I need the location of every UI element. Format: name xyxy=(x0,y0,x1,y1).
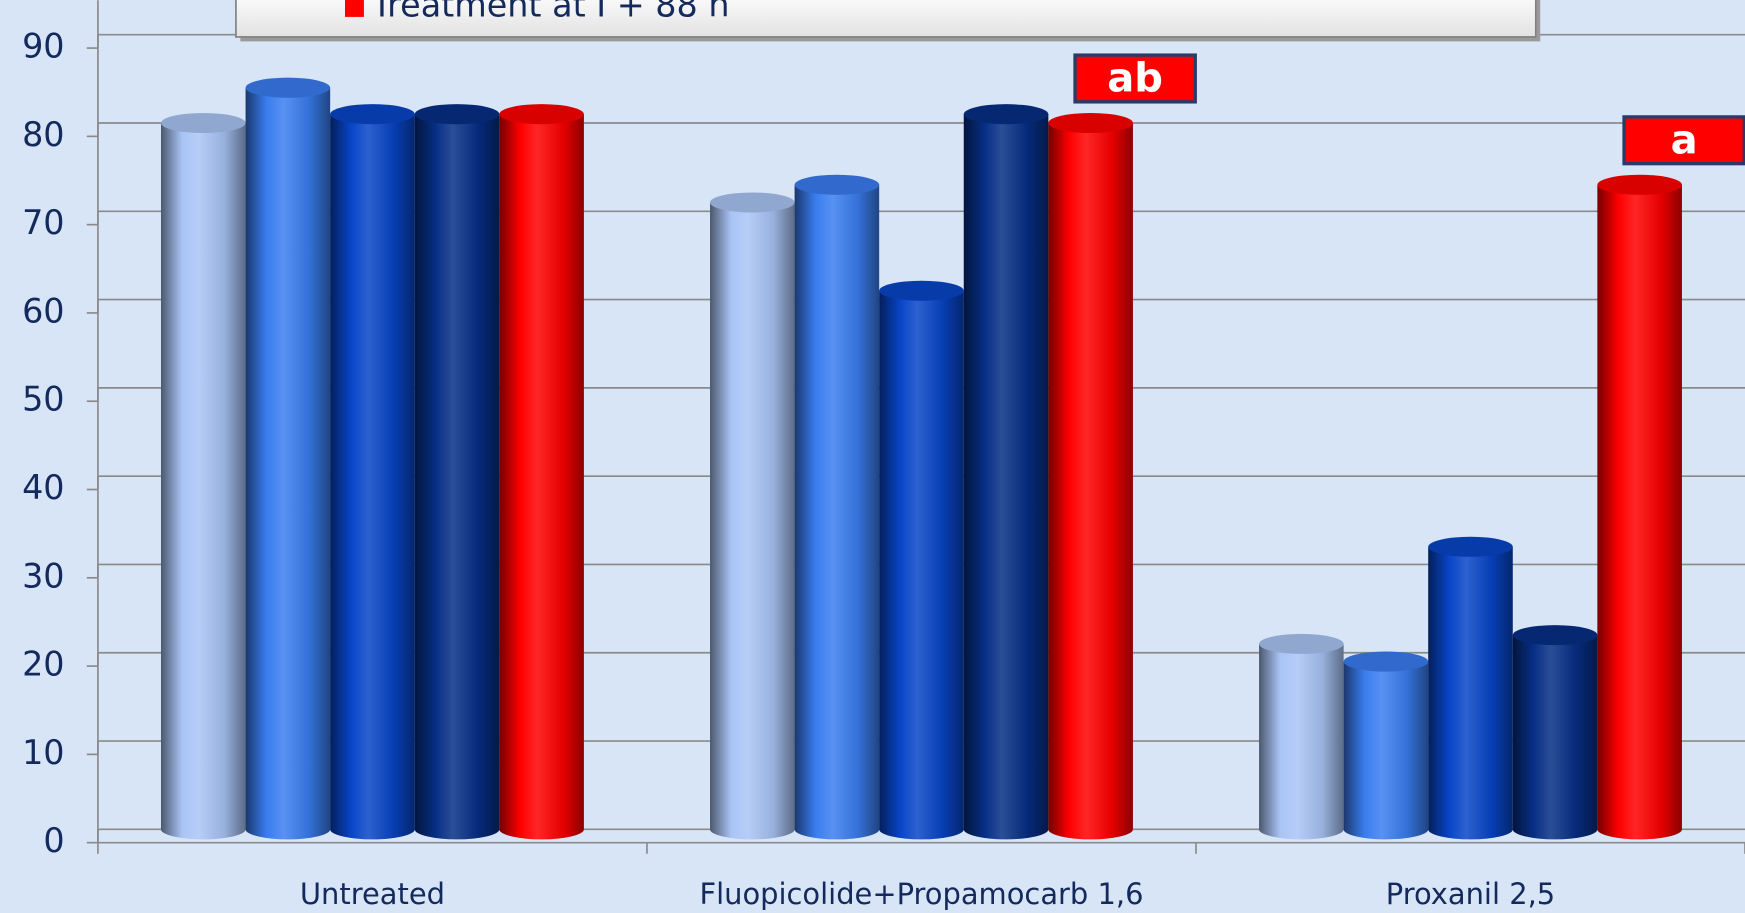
annotation: ab xyxy=(1107,56,1163,102)
y-tick-label: 90 xyxy=(22,27,64,66)
y-tick-label: 10 xyxy=(22,733,64,772)
bar-body xyxy=(160,123,246,840)
bar-top xyxy=(499,104,584,125)
bar-body xyxy=(414,114,500,840)
bar-body xyxy=(499,114,584,840)
bar-top xyxy=(1512,625,1598,646)
bar-top xyxy=(414,104,500,125)
bar-body xyxy=(1259,643,1344,840)
bar xyxy=(499,104,584,840)
bar-top xyxy=(794,174,880,195)
bar-top xyxy=(879,280,964,301)
bar xyxy=(1259,633,1344,840)
bar-top xyxy=(1428,536,1513,557)
annotation-box xyxy=(1073,53,1197,104)
bar xyxy=(1048,112,1133,840)
bar-top xyxy=(1259,633,1344,654)
annotation-box xyxy=(1622,115,1745,166)
y-tick-label: 60 xyxy=(22,291,64,330)
y-tick-label: 40 xyxy=(22,468,64,507)
bar-body xyxy=(245,87,331,840)
x-tick-label: Proxanil 2,5 xyxy=(1386,877,1555,911)
bar-top xyxy=(1343,651,1429,672)
y-tick-label: 0 xyxy=(43,821,64,860)
bar xyxy=(1597,174,1682,840)
bar-body xyxy=(1428,546,1513,840)
annotation: a xyxy=(1671,118,1698,164)
bar xyxy=(1343,651,1429,840)
bar-body xyxy=(963,114,1049,840)
legend xyxy=(235,0,1537,38)
bar-top xyxy=(710,192,795,213)
y-tick-label: 30 xyxy=(22,556,64,595)
bar-top xyxy=(160,112,246,134)
y-tick-label: 50 xyxy=(22,380,64,419)
bar-body xyxy=(1048,123,1133,840)
x-tick-label: Untreated xyxy=(300,877,445,911)
bar-top xyxy=(330,104,415,125)
legend-label: Treatment at I + 88 h xyxy=(371,0,730,24)
bar xyxy=(245,77,331,840)
bar-top xyxy=(245,77,331,98)
bar-body xyxy=(794,184,880,840)
bar xyxy=(330,104,415,840)
y-tick-label: 80 xyxy=(22,115,64,154)
bar-body xyxy=(1512,635,1598,840)
bar xyxy=(414,104,500,840)
bar xyxy=(710,192,795,840)
bar-body xyxy=(710,202,795,840)
bar xyxy=(1428,536,1513,840)
bar xyxy=(160,112,246,840)
y-tick-label: 70 xyxy=(22,203,64,242)
bar-top xyxy=(963,104,1049,125)
bar-body xyxy=(1597,184,1682,840)
bar-top xyxy=(1597,174,1682,195)
bar xyxy=(963,104,1049,840)
bar-body xyxy=(330,114,415,840)
bar xyxy=(794,174,880,840)
bar xyxy=(1512,625,1598,840)
bar-top xyxy=(1048,112,1133,134)
legend-swatch xyxy=(344,0,364,17)
bar-body xyxy=(879,290,964,840)
x-tick-label: Fluopicolide+Propamocarb 1,6 xyxy=(699,877,1143,911)
bar xyxy=(879,280,964,840)
y-tick-label: 20 xyxy=(22,645,64,684)
bar-body xyxy=(1343,661,1429,840)
